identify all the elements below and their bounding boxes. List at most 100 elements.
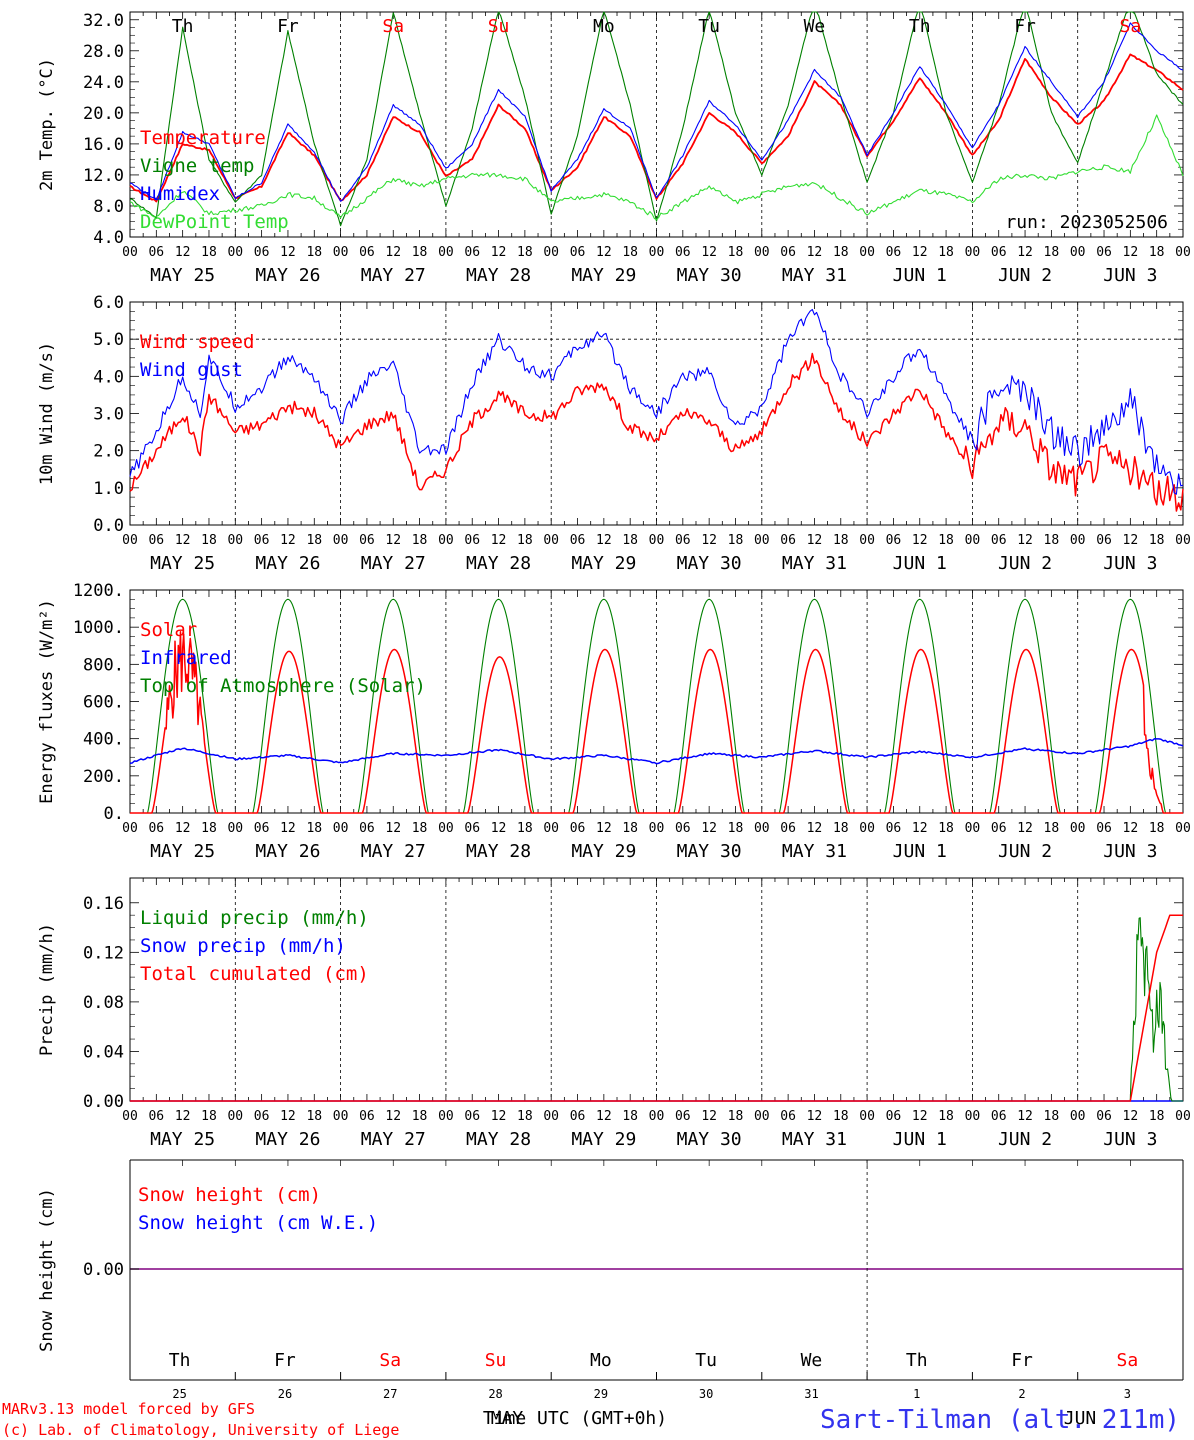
hour-tick-label: 00	[754, 533, 770, 548]
hour-tick-label: 00	[227, 533, 243, 548]
hour-tick-label: 18	[412, 1109, 428, 1124]
hour-tick-label: 18	[1149, 1109, 1165, 1124]
hour-tick-label: 18	[728, 821, 744, 836]
hour-tick-label: 18	[201, 245, 217, 260]
hour-tick-label: 06	[675, 821, 691, 836]
hour-tick-label: 18	[728, 1109, 744, 1124]
date-label: JUN 2	[998, 1129, 1052, 1150]
hour-tick-label: 00	[333, 245, 349, 260]
hour-tick-label: 12	[491, 821, 507, 836]
legend-entry: Temperature	[140, 127, 266, 149]
series-line-temperature	[129, 53, 1184, 203]
hour-tick-label: 00	[859, 533, 875, 548]
hour-tick-label: 18	[938, 533, 954, 548]
hour-tick-label: 00	[1070, 821, 1086, 836]
weekday-label: Mo	[593, 16, 615, 37]
hour-tick-label: 18	[412, 245, 428, 260]
hour-tick-label: 06	[464, 245, 480, 260]
hour-tick-label: 18	[1044, 821, 1060, 836]
day-number-label: 3	[1124, 1387, 1131, 1401]
weekday-label: Mo	[590, 1350, 612, 1371]
hour-tick-label: 06	[359, 533, 375, 548]
hour-tick-label: 06	[254, 533, 270, 548]
date-label: MAY 26	[255, 841, 320, 862]
hour-tick-label: 18	[833, 821, 849, 836]
hour-tick-label: 12	[701, 533, 717, 548]
hour-tick-label: 00	[1175, 533, 1191, 548]
date-label: JUN 3	[1103, 553, 1157, 574]
y-tick-label: 0.16	[83, 894, 124, 914]
weekday-label: Th	[909, 16, 931, 37]
legend-entry: DewPoint Temp	[140, 211, 289, 233]
hour-tick-label: 00	[1175, 1109, 1191, 1124]
hour-tick-label: 00	[965, 821, 981, 836]
date-label: JUN 2	[998, 553, 1052, 574]
series-line-dewpoint-temp	[129, 114, 1184, 221]
hour-tick-label: 12	[385, 821, 401, 836]
hour-tick-label: 06	[464, 1109, 480, 1124]
hour-tick-label: 06	[780, 1109, 796, 1124]
hour-tick-label: 06	[254, 1109, 270, 1124]
hour-tick-label: 18	[1044, 533, 1060, 548]
hour-tick-label: 06	[359, 245, 375, 260]
hour-tick-label: 12	[280, 245, 296, 260]
hour-tick-label: 00	[543, 821, 559, 836]
hour-tick-label: 06	[464, 533, 480, 548]
legend-entry: Top of Atmosphere (Solar)	[140, 675, 426, 697]
hour-tick-label: 06	[1096, 245, 1112, 260]
hour-tick-label: 18	[201, 1109, 217, 1124]
hour-tick-label: 06	[148, 245, 164, 260]
y-tick-label: 12.0	[83, 166, 124, 186]
hour-tick-label: 12	[701, 821, 717, 836]
hour-tick-label: 00	[122, 821, 138, 836]
weekday-label: Su	[485, 1350, 507, 1371]
weekday-label: Sa	[382, 16, 404, 37]
day-number-label: 28	[488, 1387, 502, 1401]
hour-tick-label: 18	[622, 245, 638, 260]
hour-tick-label: 18	[833, 245, 849, 260]
y-tick-label: 0.	[104, 804, 124, 824]
date-label: MAY 25	[150, 1129, 215, 1150]
hour-tick-label: 12	[1017, 245, 1033, 260]
date-label: JUN 1	[893, 553, 947, 574]
day-number-label: 26	[278, 1387, 292, 1401]
hour-tick-label: 00	[965, 245, 981, 260]
y-axis-label: 2m Temp. (°C)	[37, 58, 57, 191]
hour-tick-label: 00	[859, 245, 875, 260]
month-label: JUN	[1064, 1408, 1097, 1429]
hour-tick-label: 18	[306, 533, 322, 548]
weekday-label: Fr	[1014, 16, 1036, 37]
y-tick-label: 0.12	[83, 943, 124, 963]
hour-tick-label: 12	[807, 533, 823, 548]
hour-tick-label: 06	[1096, 821, 1112, 836]
date-label: MAY 26	[255, 1129, 320, 1150]
hour-tick-label: 12	[1123, 533, 1139, 548]
hour-tick-label: 12	[1017, 1109, 1033, 1124]
hour-tick-label: 12	[1017, 821, 1033, 836]
date-label: MAY 25	[150, 841, 215, 862]
hour-tick-label: 18	[1149, 245, 1165, 260]
weekday-label: Sa	[379, 1350, 401, 1371]
legend-entry: Total cumulated (cm)	[140, 963, 369, 985]
hour-tick-label: 00	[859, 1109, 875, 1124]
hour-tick-label: 18	[728, 245, 744, 260]
y-tick-label: 1.0	[93, 479, 124, 499]
date-label: MAY 27	[361, 265, 426, 286]
weekday-label: Th	[172, 16, 194, 37]
date-label: JUN 1	[893, 265, 947, 286]
date-label: MAY 31	[782, 553, 847, 574]
y-tick-label: 28.0	[83, 42, 124, 62]
y-axis-label: 10m Wind (m/s)	[37, 342, 57, 485]
date-label: MAY 29	[571, 265, 636, 286]
hour-tick-label: 06	[886, 533, 902, 548]
date-label: JUN 2	[998, 265, 1052, 286]
x-axis-label: Time UTC (GMT+0h)	[483, 1408, 667, 1429]
hour-tick-label: 18	[938, 1109, 954, 1124]
hour-tick-label: 18	[1044, 245, 1060, 260]
y-tick-label: 2.0	[93, 442, 124, 462]
hour-tick-label: 06	[254, 821, 270, 836]
hour-tick-label: 12	[701, 1109, 717, 1124]
y-axis-label: Energy fluxes (W/m²)	[37, 599, 57, 804]
hour-tick-label: 00	[122, 1109, 138, 1124]
hour-tick-label: 06	[991, 245, 1007, 260]
